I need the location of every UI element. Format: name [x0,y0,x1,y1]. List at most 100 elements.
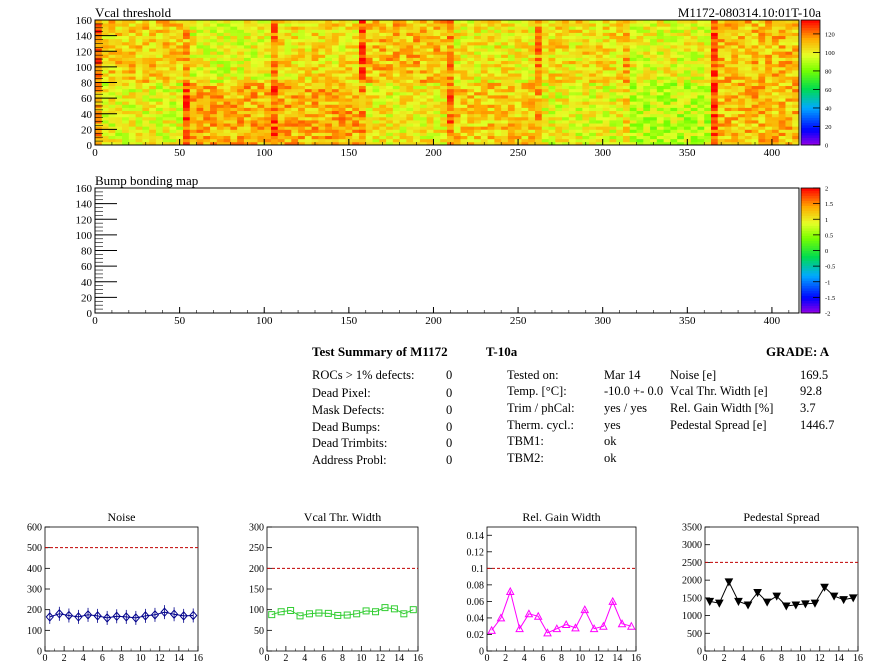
heatmap-cell [392,110,401,115]
heatmap-cell [413,120,421,124]
heatmap-cell [595,95,604,99]
heatmap-cell [264,48,272,52]
x-tick-label: 100 [256,147,273,159]
heatmap-cell [792,85,800,90]
heatmap-cell [717,123,725,127]
heatmap-cell [149,138,157,143]
heatmap-cell [122,32,130,37]
heatmap-cell [386,45,394,49]
heatmap-cell [535,20,543,24]
heatmap-cell [467,63,475,68]
heatmap-cell [264,70,272,74]
heatmap-cell [338,126,346,130]
heatmap-cell [474,135,482,140]
heatmap-cell [480,120,489,124]
heatmap-cell [426,135,434,140]
heatmap-cell [372,116,380,121]
heatmap-cell [711,57,719,62]
heatmap-cell [636,91,644,96]
heatmap-cell [176,104,184,108]
heatmap-cell [690,38,698,43]
heatmap-cell [548,88,556,93]
heatmap-cell [284,132,292,137]
heatmap-cell [467,126,475,130]
heatmap-cell [372,79,380,83]
heatmap-cell [575,79,583,83]
heatmap-cell [189,82,197,87]
heatmap-cell [216,116,225,121]
heatmap-cell [216,82,225,87]
heatmap-cell [677,91,685,96]
heatmap-cell [711,76,719,80]
heatmap-cell [325,132,333,137]
heatmap-cell [738,79,746,83]
heatmap-cell [379,79,387,83]
heatmap-cell [386,35,394,40]
heatmap-cell [555,23,563,27]
heatmap-cell [142,51,150,55]
heatmap-cell [162,23,170,27]
heatmap-cell [629,57,637,62]
heatmap-cell [467,26,475,30]
heatmap-cell [663,104,671,108]
heatmap-cell [392,60,401,65]
heatmap-cell [365,135,373,140]
heatmap-cell [751,32,759,37]
heatmap-cell [528,129,536,133]
heatmap-cell [535,120,543,124]
heatmap-cell [196,41,204,46]
heatmap-cell [210,45,218,49]
heatmap-cell [487,60,495,65]
heatmap-cell [345,91,353,96]
x-tick-label: 10 [136,653,146,664]
summary-value: 0 [446,368,453,382]
heatmap-cell [372,126,380,130]
colorbar-tick-label: -2 [825,311,830,318]
heatmap-cell [555,26,563,30]
heatmap-cell [298,113,306,118]
heatmap-cell [298,82,306,87]
heatmap-cell [609,88,617,93]
heatmap-cell [602,123,610,127]
heatmap-cell [629,54,637,58]
heatmap-cell [406,85,414,90]
heatmap-cell [257,88,265,93]
heatmap-cell [643,129,651,133]
heatmap-cell [663,41,671,46]
heatmap-cell [162,116,170,121]
heatmap-cell [683,70,692,74]
heatmap-cell [264,73,272,77]
heatmap-cell [555,45,563,49]
colorbar-band [801,303,820,306]
heatmap-cell [284,116,292,121]
heatmap-cell [792,113,800,118]
heatmap-cell [643,20,651,24]
heatmap-cell [453,101,461,105]
x-tick-label: 8 [559,653,564,664]
heatmap-cell [501,54,509,58]
heatmap-cell [352,98,360,102]
heatmap-cell [95,38,103,43]
heatmap-cell [785,32,793,37]
heatmap-cell [135,116,143,121]
heatmap-cell [711,116,719,121]
heatmap-cell [501,23,509,27]
heatmap-cell [467,129,475,133]
heatmap-cell [704,45,712,49]
heatmap-cell [169,60,177,65]
heatmap-cell [135,23,143,27]
heatmap-cell [568,116,577,121]
heatmap-cell [406,48,414,52]
heatmap-cell [582,45,590,49]
heatmap-cell [595,29,604,33]
heatmap-cell [704,66,712,71]
heatmap-cell [738,26,746,30]
heatmap-cell [359,70,367,74]
heatmap-cell [724,79,732,83]
x-tick-label: 350 [679,315,696,327]
heatmap-cell [284,38,292,43]
heatmap-cell [575,32,583,37]
heatmap-cell [257,107,265,112]
heatmap-cell [521,26,529,30]
heatmap-cell [731,110,739,115]
